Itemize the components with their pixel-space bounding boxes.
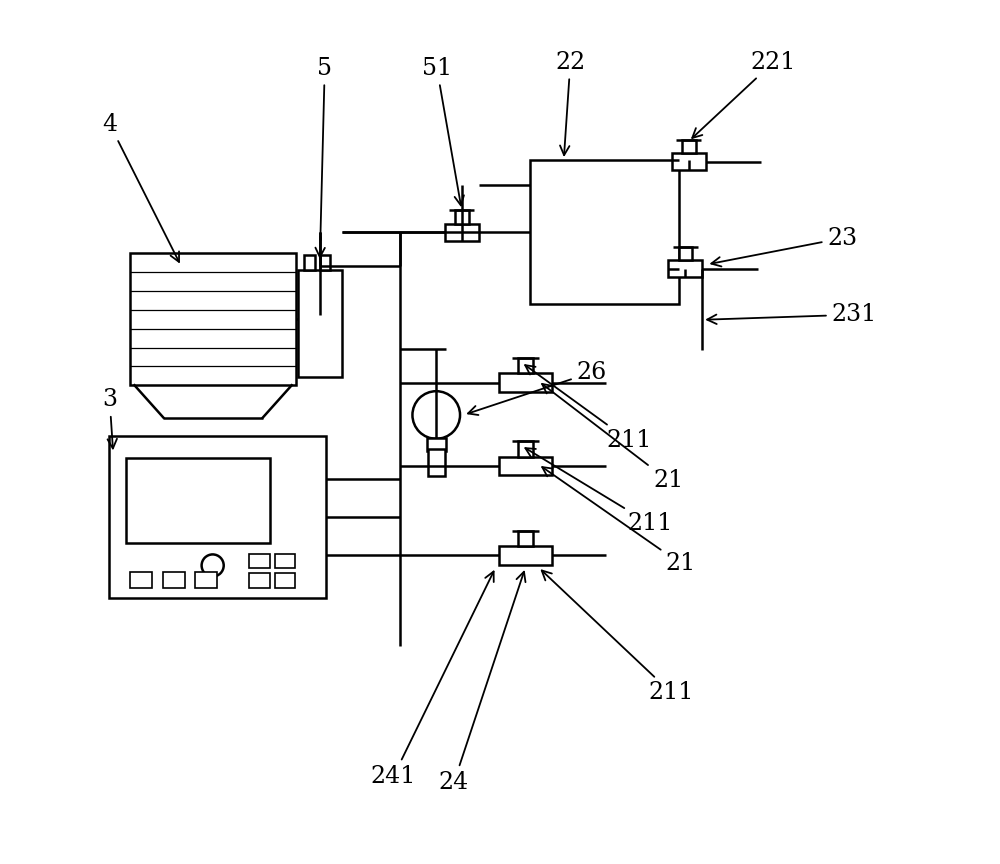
- Bar: [109, 436, 326, 598]
- Bar: [682, 140, 696, 153]
- Bar: [530, 160, 679, 304]
- Bar: [427, 438, 446, 451]
- Text: 4: 4: [102, 113, 179, 262]
- Bar: [249, 573, 270, 588]
- Bar: [668, 260, 702, 277]
- Bar: [672, 153, 706, 170]
- Text: 231: 231: [707, 303, 877, 327]
- Bar: [249, 554, 270, 568]
- Bar: [518, 358, 533, 373]
- Text: 22: 22: [555, 51, 586, 156]
- Text: 211: 211: [525, 448, 673, 536]
- Text: 5: 5: [315, 57, 332, 257]
- Bar: [428, 449, 445, 476]
- Bar: [518, 530, 533, 546]
- Bar: [304, 255, 315, 270]
- Bar: [445, 224, 479, 241]
- Text: 221: 221: [692, 51, 796, 138]
- Bar: [499, 457, 552, 475]
- Text: 3: 3: [102, 388, 117, 448]
- Bar: [130, 253, 296, 385]
- Bar: [499, 546, 552, 564]
- Text: 211: 211: [525, 365, 652, 452]
- Bar: [275, 554, 295, 568]
- Text: 21: 21: [542, 467, 696, 575]
- Bar: [455, 210, 469, 224]
- Bar: [163, 572, 185, 588]
- Bar: [518, 442, 533, 457]
- Bar: [130, 572, 152, 588]
- Bar: [679, 247, 692, 260]
- Text: 241: 241: [371, 571, 494, 788]
- Text: 21: 21: [542, 384, 683, 492]
- Bar: [195, 572, 217, 588]
- Bar: [320, 255, 330, 270]
- Text: 51: 51: [422, 57, 464, 206]
- Bar: [298, 270, 342, 377]
- Text: 23: 23: [711, 226, 857, 266]
- Text: 24: 24: [439, 572, 525, 794]
- Bar: [126, 458, 270, 543]
- Bar: [275, 573, 295, 588]
- Text: 211: 211: [542, 570, 694, 704]
- Bar: [499, 373, 552, 392]
- Text: 26: 26: [468, 361, 607, 415]
